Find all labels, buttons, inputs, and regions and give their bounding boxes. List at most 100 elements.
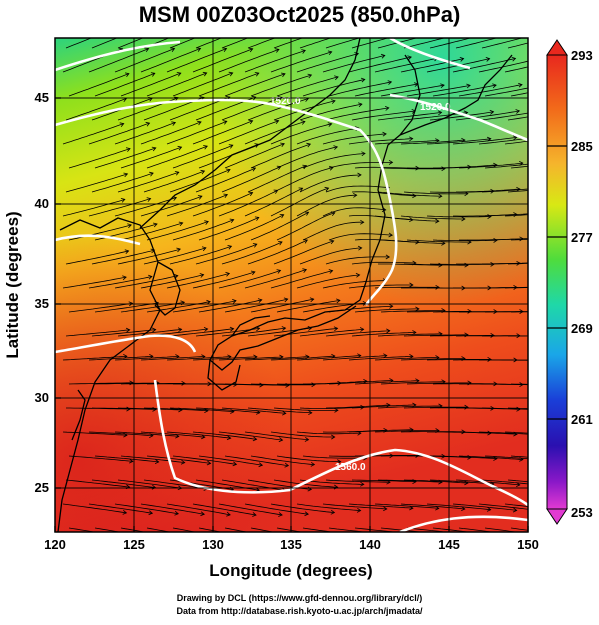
streamline [65,98,127,121]
streamline-arrowhead [489,109,495,115]
streamline [146,221,209,241]
streamline [198,455,263,466]
streamline-arrowhead [543,260,547,264]
streamline [456,188,520,193]
streamline-arrowhead [177,327,183,333]
streamline [505,359,528,361]
streamline [221,479,286,491]
streamline [247,239,308,265]
streamline-arrowhead [386,328,391,334]
streamline-arrowhead [304,436,310,442]
streamline [117,407,183,411]
streamline [380,310,446,313]
colorbar-min-arrow [546,508,568,525]
streamline [244,503,309,515]
streamline [117,248,181,265]
streamline [120,72,181,97]
streamline-arrowhead [380,53,386,59]
streamline-arrowhead [331,26,335,30]
streamline-arrowhead [490,261,495,267]
streamline-arrowhead [441,531,442,532]
streamline [374,215,439,222]
streamline [244,187,303,217]
streamline-arrowhead [515,109,521,114]
streamline-arrowhead [277,96,283,101]
streamline [507,42,528,49]
streamline-arrowhead [310,536,314,540]
streamline-arrowhead [274,119,280,125]
streamline-arrowhead [128,301,134,307]
streamline [146,72,207,97]
streamline-arrowhead [333,145,339,150]
streamline [374,357,439,361]
streamline [429,38,472,49]
streamline [198,72,259,97]
streamline [270,187,329,217]
streamline [114,503,179,515]
streamline-arrowhead [298,187,304,192]
streamline [166,194,228,217]
streamline [296,274,360,289]
streamline [62,355,127,361]
streamline-arrowhead [170,47,176,52]
streamline-arrowhead [388,159,394,165]
streamline-arrowhead [357,172,362,178]
streamline [114,356,179,361]
streamline [68,73,130,97]
streamline [302,527,335,532]
streamline [195,38,223,49]
streamline [192,431,257,440]
streamline [348,429,414,433]
streamline [244,50,306,73]
streamline-arrowhead [223,193,229,199]
graticule [55,38,528,532]
x-axis-label: Longitude (degrees) [209,561,372,580]
streamline-arrowhead [415,531,416,532]
streamline-arrowhead [222,47,228,52]
streamline [432,84,497,97]
streamline [351,110,416,121]
streamline-arrowhead [384,106,390,111]
streamline [458,162,523,169]
streamline [172,300,237,313]
streamline-arrowhead [566,31,570,35]
streamline [299,174,362,193]
streamline-arrowhead [387,80,393,85]
streamline [403,38,446,49]
streamline [143,407,208,412]
streamline-arrowhead [412,330,417,335]
streamline-arrowhead [540,31,544,35]
streamline [218,120,279,145]
streamline [166,120,227,145]
streamline [117,171,179,193]
streamline-arrowhead [487,356,492,362]
streamline [273,479,338,488]
streamline [166,273,230,289]
streamline-arrowhead [121,23,125,27]
streamline [511,311,528,313]
streamline-arrowhead [283,297,289,303]
streamline-arrowhead [300,120,306,125]
streamline [62,123,124,145]
streamline-arrowhead [512,135,518,141]
streamline [400,503,465,510]
streamline-arrowhead [124,72,130,78]
streamline-arrowhead [232,461,238,467]
colorbar-tick-label: 277 [571,230,593,245]
streamline-arrowhead [199,273,205,278]
streamline [377,405,443,409]
x-tick-label: 145 [438,537,460,552]
streamline-arrowhead [254,216,260,221]
streamline [504,140,528,145]
streamline-arrowhead [383,353,388,359]
streamline [169,407,234,413]
streamline [504,431,528,434]
streamline [218,270,281,289]
streamline [354,380,419,385]
streamline [224,383,290,386]
streamline [374,57,438,73]
streamline-arrowhead [357,28,361,32]
y-tick-label: 35 [35,296,49,311]
streamline [247,165,307,193]
streamline-arrowhead [462,31,466,35]
